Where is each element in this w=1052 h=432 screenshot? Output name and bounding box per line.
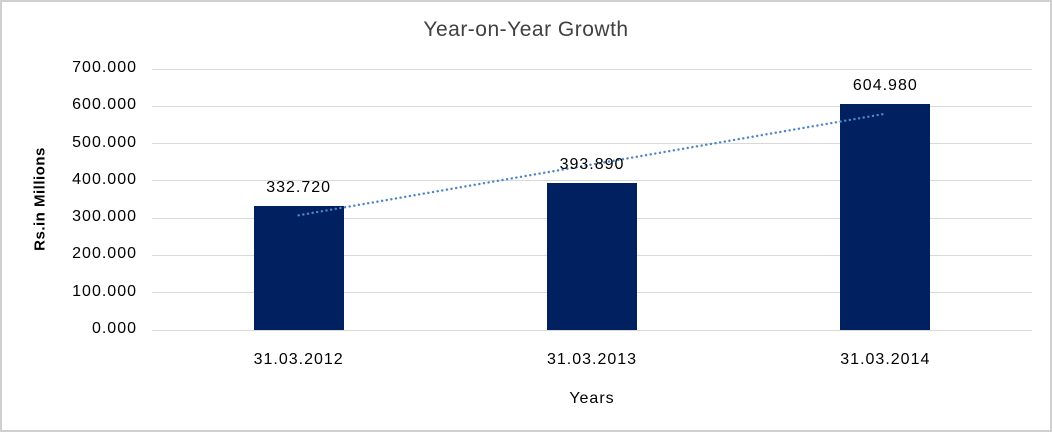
gridline <box>152 105 1032 107</box>
bar-31.03.2012 <box>253 205 344 330</box>
trendline <box>297 112 887 217</box>
y-tick-label: 600.000 <box>72 96 137 114</box>
bar-value-label: 604.980 <box>852 77 918 95</box>
bar-31.03.2014 <box>840 104 931 330</box>
gridline <box>152 180 1032 182</box>
x-category-label: 31.03.2012 <box>253 351 344 368</box>
bar-value-label: 332.720 <box>266 178 332 196</box>
y-tick-label: 100.000 <box>72 282 137 300</box>
chart-title: Year-on-Year Growth <box>423 18 629 41</box>
y-tick-label: 500.000 <box>72 133 137 151</box>
x-category-label: 31.03.2014 <box>840 351 931 368</box>
y-tick-label: 200.000 <box>72 245 137 263</box>
bar-value-label: 393.890 <box>559 156 625 174</box>
gridline <box>152 68 1032 70</box>
y-tick-label: 400.000 <box>72 170 137 188</box>
plot-area: 332.720 393.890 604.980 <box>152 68 1032 331</box>
y-axis-title: Rs.in Millions <box>31 147 49 251</box>
gridline <box>152 329 1032 331</box>
y-tick-label: 0.000 <box>91 320 137 337</box>
bar-31.03.2013 <box>547 183 637 330</box>
x-category-label: 31.03.2013 <box>546 351 638 368</box>
x-axis-title: Years <box>569 390 615 407</box>
y-tick-label: 700.000 <box>72 59 137 76</box>
y-tick-label: 300.000 <box>72 208 137 226</box>
gridline <box>152 143 1032 145</box>
